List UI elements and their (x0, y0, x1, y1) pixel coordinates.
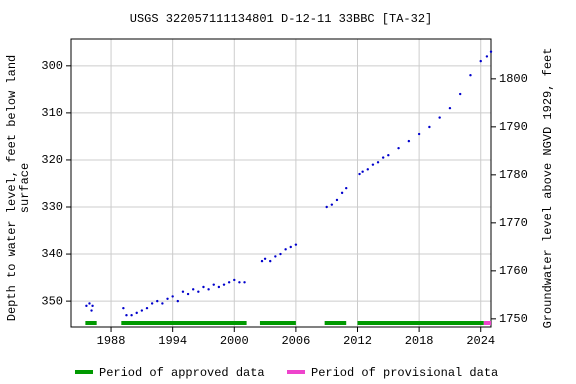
legend-label: Period of approved data (99, 366, 265, 380)
x-tick-label: 2000 (220, 334, 249, 348)
x-tick-label: 2018 (405, 334, 434, 348)
data-point (366, 168, 369, 171)
data-point (371, 163, 375, 166)
data-point (125, 314, 128, 317)
data-point (140, 309, 144, 312)
data-point (207, 288, 210, 291)
data-point (260, 259, 264, 263)
data-point (227, 281, 231, 284)
y-tick-label: 330 (41, 200, 63, 214)
y-tick-label: 350 (41, 294, 63, 308)
y2-tick-label: 1770 (499, 216, 528, 230)
data-point (345, 186, 348, 190)
data-point (197, 290, 200, 293)
data-point (335, 198, 339, 202)
data-point (279, 252, 282, 256)
data-point (212, 283, 215, 286)
x-tick-label: 1988 (97, 334, 126, 348)
y2-tick-label: 1780 (499, 168, 528, 182)
legend-label: Period of provisional data (311, 366, 498, 380)
data-point (381, 156, 385, 159)
data-point (407, 139, 411, 143)
data-point (417, 132, 421, 136)
data-point (358, 172, 361, 176)
plot-frame (70, 38, 492, 328)
data-point (192, 288, 195, 291)
period-bar (357, 321, 484, 325)
data-point (238, 281, 241, 284)
y-tick-label: 320 (41, 153, 63, 167)
data-point (202, 285, 205, 289)
data-point (85, 304, 88, 308)
data-point (88, 302, 91, 305)
y2-tick-label: 1760 (499, 264, 528, 278)
x-tick-label: 1994 (158, 334, 187, 348)
data-point (269, 259, 272, 263)
data-point (161, 302, 164, 305)
data-point (130, 314, 133, 317)
data-point (448, 106, 452, 110)
data-point (91, 304, 94, 308)
data-point (387, 154, 390, 157)
x-tick-label: 2012 (343, 334, 372, 348)
data-point (274, 255, 277, 258)
data-point (361, 170, 364, 173)
y2-tick-label: 1790 (499, 120, 528, 134)
data-point (135, 311, 138, 315)
y-tick-label: 310 (41, 106, 63, 120)
period-bar (85, 321, 97, 325)
data-point (156, 299, 159, 303)
data-point (90, 309, 93, 312)
period-bar (259, 321, 296, 325)
data-point (263, 257, 267, 260)
data-point (233, 278, 236, 282)
data-point (458, 92, 462, 96)
period-bar (121, 321, 247, 325)
x-tick-label: 2024 (466, 334, 495, 348)
data-point (330, 203, 334, 206)
data-point (489, 50, 493, 53)
data-point (186, 292, 190, 296)
y-axis-label: surface (18, 163, 32, 213)
data-point (284, 248, 287, 251)
period-bar (324, 321, 347, 325)
data-point (479, 59, 482, 63)
data-point (145, 306, 149, 310)
data-point (340, 191, 344, 195)
data-point (438, 116, 441, 119)
data-point (294, 243, 298, 246)
data-point (171, 295, 174, 298)
y-tick-label: 300 (41, 59, 63, 73)
data-point (485, 55, 489, 58)
data-point (243, 281, 246, 284)
y-axis-label: Depth to water level, feet below land (5, 55, 19, 321)
data-point (176, 299, 179, 303)
data-point (289, 245, 292, 249)
data-point (469, 74, 472, 77)
data-point (325, 205, 328, 209)
data-point (222, 283, 226, 286)
data-point (428, 125, 431, 129)
y2-tick-label: 1750 (499, 312, 528, 326)
y2-axis-label: Groundwater level above NGVD 1929, feet (541, 48, 555, 329)
y-tick-label: 340 (41, 247, 63, 261)
data-point (181, 290, 185, 293)
data-point (166, 297, 169, 300)
data-point (150, 302, 154, 305)
data-point (217, 285, 221, 289)
data-point (397, 146, 400, 150)
y2-tick-label: 1800 (499, 72, 528, 86)
x-tick-label: 2006 (281, 334, 310, 348)
period-bar (483, 321, 491, 325)
data-point (122, 306, 125, 310)
chart-title: USGS 322057111134801 D-12-11 33BBC [TA-3… (130, 12, 432, 26)
data-point (376, 161, 380, 164)
